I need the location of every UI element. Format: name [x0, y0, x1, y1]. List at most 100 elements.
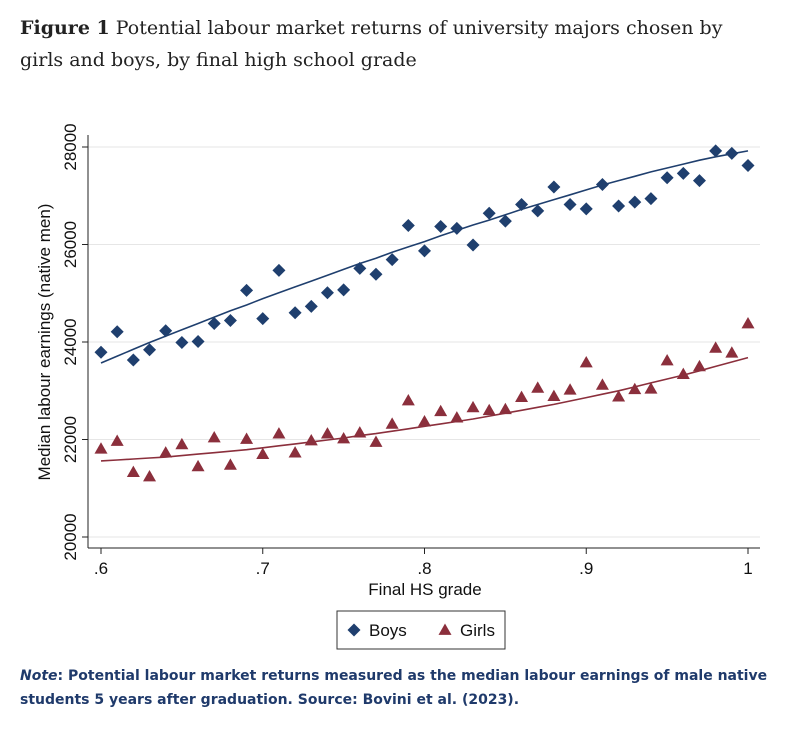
fit-line-girls: [100, 356, 749, 462]
point-boys: [272, 263, 286, 277]
point-girls: [288, 446, 302, 458]
point-girls: [660, 354, 674, 366]
point-girls: [595, 378, 609, 390]
point-girls: [191, 459, 205, 472]
legend-box: [336, 610, 506, 650]
point-girls: [676, 367, 690, 380]
y-tick-label: 20000: [61, 513, 80, 560]
point-boys: [256, 312, 270, 326]
point-girls: [450, 411, 464, 423]
point-girls: [110, 434, 124, 446]
point-boys: [563, 198, 577, 212]
point-girls: [498, 402, 512, 415]
point-girls: [256, 447, 270, 459]
point-boys: [450, 221, 464, 235]
point-boys: [595, 178, 609, 192]
point-boys: [498, 214, 512, 228]
point-girls: [692, 359, 706, 372]
legend-symbol-boys: [347, 623, 361, 637]
point-boys: [741, 159, 755, 173]
point-girls: [563, 383, 577, 395]
point-girls: [531, 381, 545, 393]
point-boys: [304, 299, 318, 313]
point-boys: [676, 166, 690, 180]
point-girls: [304, 433, 318, 446]
point-boys: [515, 198, 529, 212]
point-girls: [401, 394, 415, 406]
point-boys: [434, 219, 448, 233]
point-boys: [709, 144, 723, 158]
x-tick-label: .8: [417, 559, 431, 578]
point-boys: [143, 343, 157, 357]
scatter-chart: 20000 22000 24000 26000 28000 .6 .7 .8 .9 1 Media…: [35, 123, 760, 650]
figure-caption: Figure 1 Potential labour market returns…: [20, 12, 760, 76]
point-girls: [434, 404, 448, 417]
point-girls: [612, 390, 626, 402]
data-points: [94, 144, 755, 482]
legend-label-girls: Girls: [460, 621, 495, 640]
x-tick-label: 1: [743, 559, 752, 578]
point-girls: [143, 470, 157, 482]
point-girls: [515, 390, 529, 402]
point-girls: [725, 346, 739, 358]
y-tick-label: 26000: [61, 221, 80, 268]
point-girls: [175, 437, 189, 450]
point-girls: [272, 427, 286, 439]
point-boys: [401, 218, 415, 232]
point-girls: [741, 316, 755, 329]
point-girls: [369, 435, 383, 447]
point-girls: [709, 341, 723, 353]
point-girls: [159, 446, 173, 458]
figure-caption-text: Potential labour market returns of unive…: [20, 17, 723, 71]
point-boys: [175, 335, 189, 349]
point-girls: [223, 458, 237, 470]
point-boys: [159, 324, 173, 338]
point-boys: [385, 253, 399, 267]
grid-lines: [88, 146, 760, 538]
point-girls: [353, 426, 367, 438]
point-boys: [547, 180, 561, 194]
point-girls: [126, 465, 140, 478]
point-boys: [531, 204, 545, 218]
point-girls: [385, 417, 399, 429]
point-girls: [466, 400, 480, 413]
point-boys: [660, 171, 674, 185]
y-tick-label: 22000: [61, 416, 80, 463]
point-boys: [579, 202, 593, 216]
point-girls: [320, 427, 334, 439]
point-boys: [191, 335, 205, 349]
figure-note: Note: Potential labour market returns me…: [20, 664, 790, 712]
figure-label: Figure 1: [20, 17, 110, 39]
note-label: Note: [20, 668, 58, 684]
point-boys: [628, 195, 642, 209]
point-boys: [126, 353, 140, 367]
y-axis-title: Median labour earnings (native men): [35, 204, 54, 481]
point-boys: [725, 146, 739, 160]
legend-marker-girls: [438, 623, 452, 635]
legend-symbol-girls: [438, 623, 452, 635]
point-girls: [628, 382, 642, 395]
fit-line-boys: [100, 150, 749, 364]
point-girls: [94, 442, 108, 454]
point-boys: [110, 325, 124, 339]
legend-marker-boys: [347, 623, 361, 637]
x-tick-label: .7: [256, 559, 270, 578]
point-boys: [337, 283, 351, 297]
point-boys: [612, 199, 626, 213]
point-boys: [418, 244, 431, 258]
point-girls: [337, 432, 351, 444]
point-boys: [223, 314, 237, 328]
point-boys: [692, 174, 706, 188]
point-boys: [369, 267, 383, 281]
point-boys: [288, 306, 302, 320]
point-boys: [644, 192, 658, 206]
point-boys: [240, 283, 254, 297]
point-girls: [547, 389, 561, 401]
point-boys: [482, 206, 496, 220]
x-axis-title: Final HS grade: [368, 580, 481, 599]
point-boys: [94, 345, 108, 359]
y-tick-label: 28000: [61, 123, 80, 170]
x-tick-label: .6: [94, 559, 108, 578]
point-boys: [466, 238, 480, 252]
axes: 20000 22000 24000 26000 28000 .6 .7 .8 .9 1: [61, 123, 760, 578]
